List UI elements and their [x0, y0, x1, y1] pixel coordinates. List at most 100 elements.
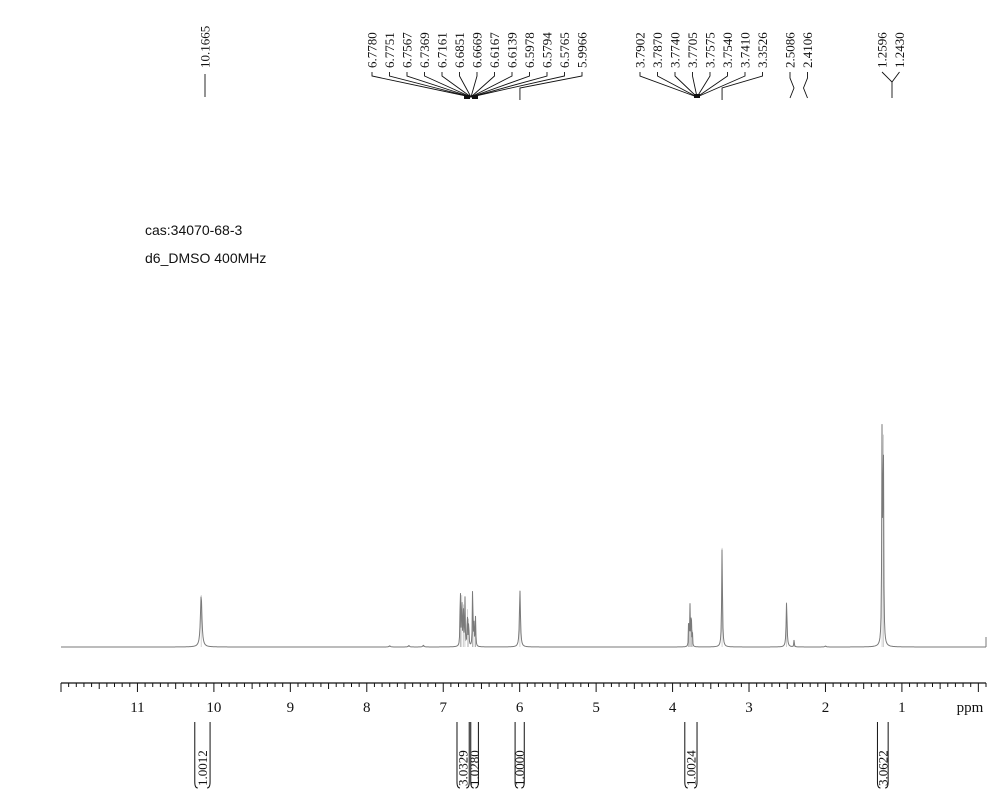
- integral-bracket-right: [475, 722, 479, 789]
- peak-label-leader: [424, 72, 472, 98]
- peak-label: 5.9966: [575, 32, 590, 68]
- integral-bracket-right: [521, 722, 525, 789]
- x-tick-label: 1: [898, 700, 906, 716]
- x-tick-label: 5: [592, 700, 600, 716]
- x-axis: 11 10 9 8 7 6 5 4 3 2 1 ppm: [60, 682, 987, 716]
- peak-label: 6.6669: [470, 32, 485, 68]
- peak-label-junction-marker: [472, 95, 478, 99]
- peak-label: 1.2430: [892, 32, 907, 68]
- integral-4: 1.0024: [683, 722, 698, 789]
- x-axis-unit-label: ppm: [957, 700, 984, 716]
- integral-0: 1.0012: [194, 722, 211, 789]
- integral-2: 1.0280: [467, 722, 482, 789]
- peak-label-leader: [674, 72, 698, 98]
- peak-label: 3.7575: [703, 32, 718, 68]
- integral-value: 3.0329: [456, 750, 471, 786]
- integral-bracket-left: [456, 722, 461, 789]
- peak-label-leader: [803, 72, 808, 99]
- integral-bracket-left: [876, 722, 881, 789]
- x-tick-label: 4: [669, 700, 677, 716]
- integral-bracket-right: [207, 722, 211, 789]
- peak-label-leader: [470, 72, 513, 98]
- peak-label: 6.5794: [540, 32, 555, 68]
- peak-label-group-1: 6.7780 6.7751 6.7567 6.7369 6.7161 6.6851 6.66…: [365, 32, 590, 100]
- peak-label: 6.7780: [365, 32, 380, 68]
- peak-label-leader: [519, 72, 583, 100]
- peak-label-leader: [721, 72, 763, 100]
- x-tick-label: 8: [363, 700, 371, 716]
- peak-label-leader: [470, 72, 530, 98]
- peak-label-junction-marker: [464, 95, 470, 99]
- peak-label-leader: [371, 72, 472, 98]
- peak-label-group-2: 3.7902 3.7870 3.7740 3.7705 3.7575 3.7540 3.74…: [633, 32, 770, 100]
- integral-value: 3.0622: [875, 750, 890, 786]
- peak-label: 6.5978: [522, 32, 537, 68]
- peak-label-group-4: 1.2596 1.2430: [875, 32, 907, 98]
- peak-label: 3.3526: [755, 32, 770, 68]
- x-tick-label: 2: [822, 700, 830, 716]
- peak-label-layer: 10.1665 6.7780 6.7751 6.7567 6.7369 6.7161 6.6…: [198, 26, 907, 100]
- peak-label: 3.7870: [650, 32, 665, 68]
- peak-label-leader: [441, 72, 472, 98]
- peak-label-leader: [692, 72, 698, 98]
- peak-label: 6.5765: [557, 32, 572, 68]
- x-tick-label: 9: [287, 700, 295, 716]
- peak-label: 2.5086: [783, 32, 798, 68]
- peak-label-group-3: 2.5086 2.4106: [783, 32, 815, 99]
- peak-label: 6.7567: [400, 32, 415, 68]
- peak-label: 3.7410: [738, 32, 753, 68]
- peak-label: 3.7540: [720, 32, 735, 68]
- integral-value: 1.0280: [467, 750, 482, 786]
- x-tick-label: 3: [745, 700, 753, 716]
- peak-label: 6.7369: [417, 32, 432, 68]
- integral-bracket-left: [684, 722, 688, 789]
- peak-label: 3.7902: [633, 32, 648, 68]
- peak-label: 3.7705: [685, 32, 700, 68]
- peak-label: 6.6851: [452, 32, 467, 68]
- integral-bracket-right: [693, 722, 698, 789]
- integral-1: 3.0329: [456, 722, 471, 789]
- peak-label: 1.2596: [875, 32, 890, 68]
- peak-label-leader: [881, 71, 893, 83]
- spectrum-trace-layer: [61, 424, 987, 648]
- integral-value: 1.0024: [683, 750, 698, 786]
- integral-bracket-right: [885, 722, 889, 789]
- peak-label-junction-marker: [694, 94, 700, 98]
- peak-label: 6.7161: [435, 32, 450, 68]
- integral-bracket-left: [470, 722, 474, 789]
- peak-label-leader: [696, 72, 746, 98]
- peak-label: 2.4106: [800, 32, 815, 68]
- spectrum-line: [61, 424, 986, 648]
- peak-label-leader: [470, 72, 548, 98]
- x-tick-label: 10: [206, 700, 221, 716]
- integral-5: 3.0622: [875, 722, 890, 789]
- peak-label-leader: [459, 72, 472, 98]
- peak-label-leader: [470, 72, 565, 98]
- integral-value: 1.0000: [512, 750, 527, 786]
- peak-label-leader: [470, 72, 495, 98]
- x-tick-label: 11: [130, 700, 144, 716]
- peak-label-leader: [406, 72, 472, 98]
- peak-label-leader: [470, 72, 478, 98]
- peak-label-group-0: 10.1665: [198, 26, 213, 97]
- peak-label-leader: [639, 72, 698, 98]
- peak-label: 6.6139: [505, 32, 520, 68]
- cas-label: cas:34070-68-3: [145, 222, 243, 238]
- peak-label-leader: [389, 72, 472, 98]
- solvent-frequency-label: d6_DMSO 400MHz: [145, 250, 267, 266]
- x-tick-label: 6: [516, 700, 524, 716]
- peak-label: 10.1665: [198, 26, 213, 68]
- integral-3: 1.0000: [512, 722, 527, 789]
- peak-label-leader: [657, 72, 698, 98]
- peak-label-leader: [696, 72, 711, 98]
- x-tick-label: 7: [439, 700, 447, 716]
- peak-label: 3.7740: [668, 32, 683, 68]
- peak-label: 6.7751: [382, 32, 397, 68]
- integral-bracket-left: [194, 722, 198, 789]
- integral-bracket-left: [514, 722, 519, 789]
- integral-bracket-right: [466, 722, 470, 789]
- integral-value: 1.0012: [195, 750, 210, 786]
- peak-label: 6.6167: [487, 32, 502, 68]
